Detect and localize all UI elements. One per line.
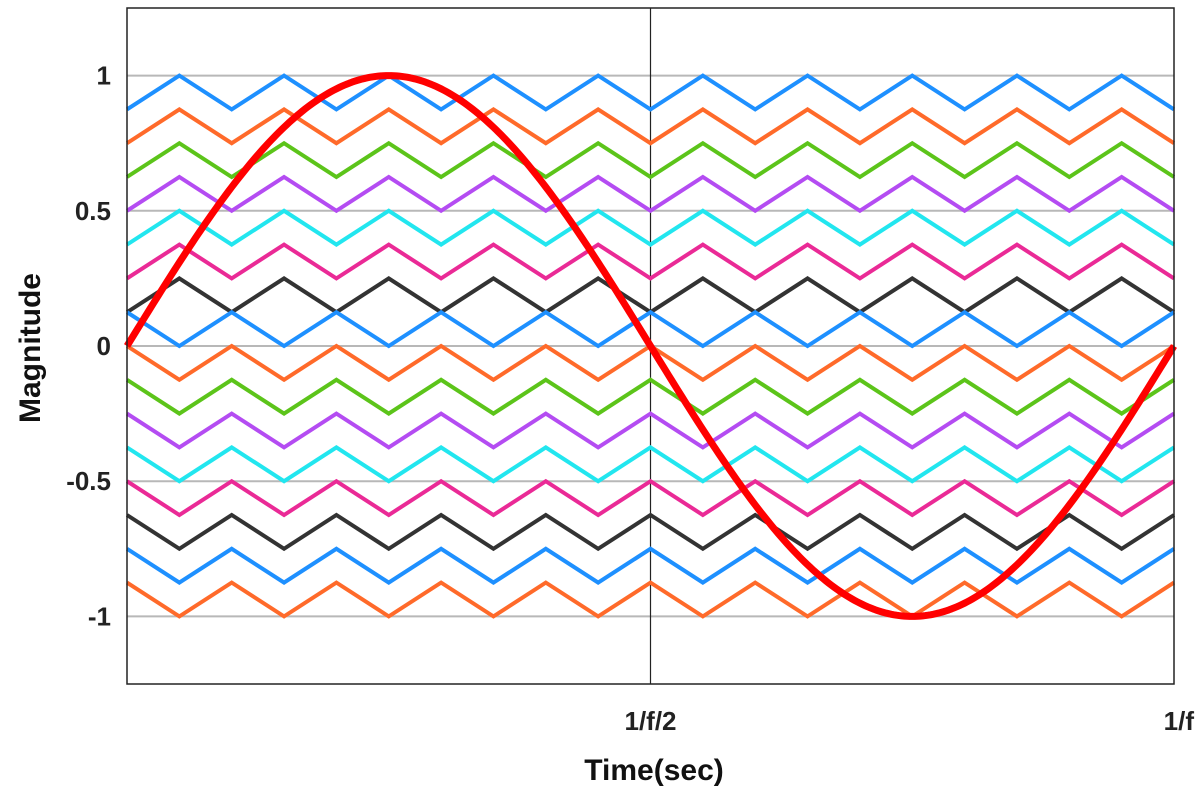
carrier-line-15 (125, 546, 1176, 585)
carrier-line-10 (125, 377, 1176, 416)
carrier-line-2 (125, 107, 1176, 146)
y-tick-label: -0.5 (66, 466, 111, 496)
y-axis-title: Magnitude (14, 273, 47, 423)
carrier-line-6 (125, 242, 1176, 281)
plot-frame (126, 7, 1175, 685)
y-tick-label: 1 (97, 61, 111, 91)
carrier-line-11 (125, 411, 1176, 450)
carrier-line-12 (125, 445, 1176, 484)
carrier-line-14 (125, 512, 1176, 552)
carrier-line-16 (125, 580, 1176, 619)
carrier-line-4 (125, 174, 1176, 214)
y-tick-label: -1 (88, 601, 111, 631)
sine-reference-line (124, 72, 1177, 620)
carrier-line-13 (125, 478, 1176, 518)
x-tick-label: 1/f/2 (624, 706, 676, 736)
carrier-line-1 (125, 73, 1176, 112)
x-tick-labels: 1/f/2 1/f (624, 706, 1194, 736)
carrier-line-8 (125, 309, 1176, 349)
carrier-line-3 (125, 140, 1176, 180)
x-axis-title: Time(sec) (584, 754, 724, 787)
reference-series (124, 72, 1177, 620)
carrier-line-5 (125, 208, 1176, 247)
x-tick-label: 1/f (1164, 706, 1195, 736)
y-tick-label: 0.5 (75, 196, 111, 226)
y-tick-labels: 1 0.5 0 -0.5 -1 (66, 61, 111, 632)
y-tick-label: 0 (97, 331, 111, 361)
